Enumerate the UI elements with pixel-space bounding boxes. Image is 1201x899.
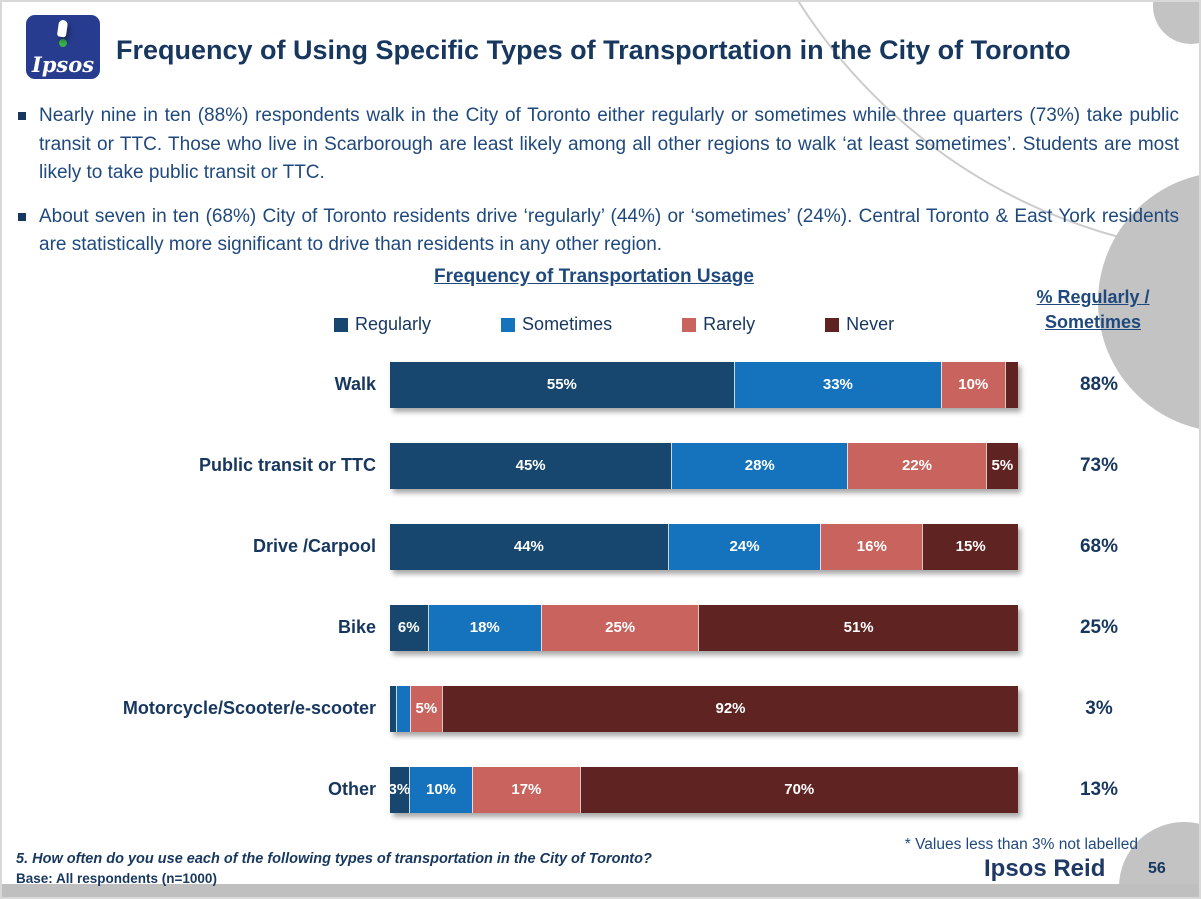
bar-segment-never: 5% — [985, 442, 1018, 489]
category-label: Drive /Carpool — [252, 536, 376, 556]
bar-segment-rarely: 25% — [541, 604, 699, 651]
chart-footnote: * Values less than 3% not labelled — [904, 836, 1138, 853]
ipsos-logo: Ipsos — [26, 15, 100, 79]
regularly-sometimes-value: 68% — [1079, 535, 1119, 557]
legend-label: Never — [846, 314, 895, 334]
bullet-text: About seven in ten (68%) City of Toronto… — [39, 205, 1179, 256]
category-label: Public transit or TTC — [198, 455, 376, 475]
chart-row: Bike 6% 18% 25% 51% 25% — [12, 587, 1180, 668]
chart-row: Other 3% 10% 17% 70% 13% — [12, 749, 1180, 830]
category-label: Motorcycle/Scooter/e-scooter — [122, 698, 376, 718]
regularly-sometimes-column-header: % Regularly / Sometimes — [1036, 287, 1150, 333]
legend-label: Sometimes — [522, 314, 613, 334]
slide-title: Frequency of Using Specific Types of Tra… — [116, 34, 1071, 65]
bar-segment-sometimes: 28% — [671, 442, 848, 489]
bar-segment-sometimes: 33% — [733, 361, 941, 408]
bar-segment-rarely: 22% — [847, 442, 986, 489]
stacked-bar: 5% 92% — [390, 685, 1018, 732]
bar-segment-sometimes: 10% — [408, 766, 473, 813]
bullet-marker-icon — [18, 212, 26, 221]
bottom-gray-strip — [2, 884, 1199, 897]
category-label: Walk — [334, 374, 376, 394]
chart-row: Public transit or TTC 45% 28% 22% 5% 73% — [12, 425, 1180, 506]
bullet-item: About seven in ten (68%) City of Toronto… — [16, 203, 1179, 260]
chart-row: Motorcycle/Scooter/e-scooter 5% 92% 3% — [12, 668, 1180, 749]
legend-item-never: Never — [825, 314, 894, 335]
bar-segment-sometimes — [396, 685, 410, 732]
stacked-bar: 55% 33% 10% — [390, 361, 1018, 408]
ipsos-logo-text: Ipsos — [31, 52, 95, 77]
bullet-marker-icon — [18, 112, 26, 120]
legend-swatch — [334, 317, 348, 332]
regularly-sometimes-value: 25% — [1079, 616, 1119, 638]
bullet-list: Nearly nine in ten (88%) respondents wal… — [16, 102, 1179, 275]
bar-segment-rarely: 16% — [820, 523, 923, 570]
regularly-sometimes-value: 3% — [1085, 697, 1113, 719]
chart-row: Drive /Carpool 44% 24% 16% 15% 68% — [12, 506, 1180, 587]
regularly-sometimes-value: 88% — [1079, 373, 1119, 395]
stacked-bar: 45% 28% 22% 5% — [390, 442, 1018, 489]
footer-base: Base: All respondents (n=1000) — [16, 871, 217, 886]
footer-question: 5. How often do you use each of the foll… — [16, 851, 652, 867]
header: Ipsos Frequency of Using Specific Types … — [26, 15, 1179, 79]
legend-item-sometimes: Sometimes — [501, 314, 612, 335]
bar-segment-regularly: 3% — [389, 766, 410, 813]
bar-segment-sometimes: 24% — [667, 523, 821, 570]
bar-segment-rarely: 5% — [409, 685, 442, 732]
bar-segment-sometimes: 18% — [427, 604, 541, 651]
bar-segment-regularly: 45% — [390, 442, 672, 489]
bar-segment-rarely: 17% — [472, 766, 580, 813]
bar-segment-never: 70% — [579, 766, 1018, 813]
category-label: Bike — [337, 617, 376, 637]
regularly-sometimes-value: 73% — [1079, 454, 1119, 476]
stacked-bar: 44% 24% 16% 15% — [390, 523, 1019, 570]
legend-label: Regularly — [355, 314, 432, 334]
legend-item-rarely: Rarely — [682, 314, 755, 335]
category-label: Other — [327, 779, 376, 799]
bar-segment-regularly: 44% — [390, 523, 668, 570]
bar-segment-never: 51% — [698, 604, 1018, 651]
regularly-sometimes-value: 13% — [1079, 778, 1119, 800]
bar-segment-never — [1004, 361, 1018, 408]
bullet-item: Nearly nine in ten (88%) respondents wal… — [16, 102, 1179, 188]
chart-legend: Regularly Sometimes Rarely Never — [334, 314, 894, 335]
legend-label: Rarely — [703, 314, 756, 334]
stacked-bar: 3% 10% 17% 70% — [389, 766, 1018, 813]
legend-item-regularly: Regularly — [334, 314, 431, 335]
bar-segment-regularly: 55% — [390, 361, 734, 408]
legend-swatch — [682, 317, 697, 332]
stacked-bar: 6% 18% 25% 51% — [390, 604, 1018, 651]
legend-swatch — [501, 317, 516, 332]
chart-row: Walk 55% 33% 10% 88% — [12, 344, 1180, 425]
bar-segment-regularly — [390, 685, 397, 732]
bar-segment-never: 15% — [922, 523, 1019, 570]
bullet-text: Nearly nine in ten (88%) respondents wal… — [39, 105, 1179, 183]
page-number: 56 — [1148, 860, 1166, 877]
ipsos-reid-brand: Ipsos Reid — [984, 855, 1106, 882]
ipsos-logo-mark-icon — [56, 19, 69, 47]
chart-title: Frequency of Transportation Usage — [434, 266, 754, 287]
bar-segment-rarely: 10% — [941, 361, 1005, 408]
bar-segment-never: 92% — [442, 685, 1018, 732]
legend-swatch — [825, 317, 840, 332]
chart-rows: Walk 55% 33% 10% 88% Public transit or TTC 45%… — [12, 344, 1180, 830]
bar-segment-regularly: 6% — [390, 604, 428, 651]
